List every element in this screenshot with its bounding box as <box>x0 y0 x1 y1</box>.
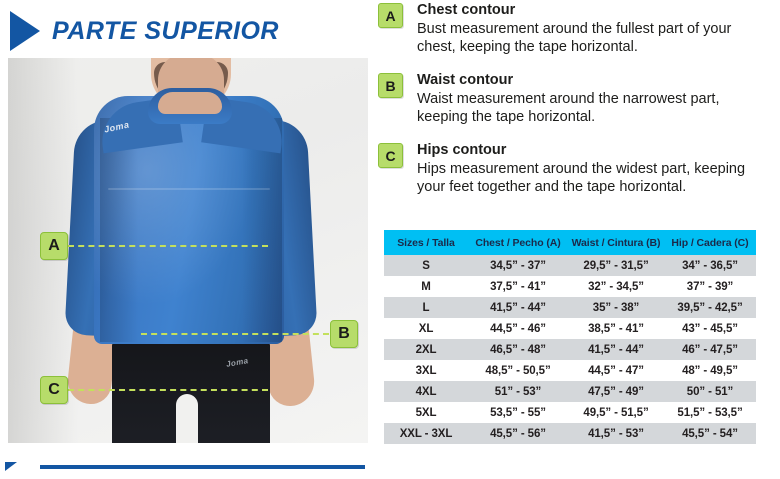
cell-chest: 51” - 53” <box>468 381 568 402</box>
cell-hip: 37” - 39” <box>664 276 756 297</box>
contour-item-waist: B Waist contour Waist measurement around… <box>378 72 774 126</box>
column-header-waist: Waist / Cintura (B) <box>568 230 664 255</box>
cell-chest: 37,5” - 41” <box>468 276 568 297</box>
shirt-shade-left <box>100 118 138 342</box>
section-title-bar: PARTE SUPERIOR <box>0 8 375 54</box>
contour-badge-b: B <box>378 73 403 98</box>
cell-chest: 45,5” - 56” <box>468 423 568 444</box>
table-row: 2XL 46,5” - 48” 41,5” - 44” 46” - 47,5” <box>384 339 756 360</box>
contour-text-waist: Waist contour Waist measurement around t… <box>417 72 774 126</box>
cell-hip: 50” - 51” <box>664 381 756 402</box>
table-row: M 37,5” - 41” 32” - 34,5” 37” - 39” <box>384 276 756 297</box>
cell-size: M <box>384 276 468 297</box>
model-photo: Joma Joma A B C <box>8 58 368 443</box>
upper-body-panel: PARTE SUPERIOR Joma Joma <box>0 0 375 479</box>
cell-size: 5XL <box>384 402 468 423</box>
model-legs-gap <box>176 394 198 443</box>
cell-hip: 34” - 36,5” <box>664 255 756 276</box>
contour-badge-c: C <box>378 143 403 168</box>
waist-marker: B <box>330 320 358 348</box>
hips-measure-line <box>68 389 268 391</box>
contour-description-hips: Hips measurement around the widest part,… <box>417 161 746 196</box>
cell-size: 2XL <box>384 339 468 360</box>
footer-triangle-icon <box>5 462 17 471</box>
cell-waist: 41,5” - 44” <box>568 339 664 360</box>
column-header-hip: Hip / Cadera (C) <box>664 230 756 255</box>
table-row: 3XL 48,5” - 50,5” 44,5” - 47” 48” - 49,5” <box>384 360 756 381</box>
cell-hip: 46” - 47,5” <box>664 339 756 360</box>
cell-chest: 44,5” - 46” <box>468 318 568 339</box>
cell-size: XL <box>384 318 468 339</box>
cell-size: S <box>384 255 468 276</box>
chest-measure-line <box>68 245 268 247</box>
contour-title-chest: Chest contour <box>417 2 516 18</box>
cell-size: 3XL <box>384 360 468 381</box>
shirt-shade-right <box>242 118 282 342</box>
size-table-body: S 34,5” - 37” 29,5” - 31,5” 34” - 36,5” M 37,… <box>384 255 756 444</box>
contour-text-chest: Chest contour Bust measurement around th… <box>417 2 774 56</box>
cell-chest: 46,5” - 48” <box>468 339 568 360</box>
table-row: 5XL 53,5” - 55” 49,5” - 51,5” 51,5” - 53,5” <box>384 402 756 423</box>
cell-hip: 39,5” - 42,5” <box>664 297 756 318</box>
cell-chest: 48,5” - 50,5” <box>468 360 568 381</box>
cell-chest: 34,5” - 37” <box>468 255 568 276</box>
cell-waist: 35” - 38” <box>568 297 664 318</box>
contour-text-hips: Hips contour Hips measurement around the… <box>417 142 774 196</box>
cell-chest: 53,5” - 55” <box>468 402 568 423</box>
instructions-panel: A Chest contour Bust measurement around … <box>378 0 780 479</box>
contour-title-hips: Hips contour <box>417 142 507 158</box>
cell-waist: 44,5” - 47” <box>568 360 664 381</box>
cell-waist: 49,5” - 51,5” <box>568 402 664 423</box>
hips-marker: C <box>40 376 68 404</box>
cell-waist: 41,5” - 53” <box>568 423 664 444</box>
cell-waist: 47,5” - 49” <box>568 381 664 402</box>
cell-size: XXL - 3XL <box>384 423 468 444</box>
footer-divider <box>40 465 365 469</box>
contour-description-chest: Bust measurement around the fullest part… <box>417 21 732 56</box>
table-header-row: Sizes / Talla Chest / Pecho (A) Waist / … <box>384 230 756 255</box>
table-row: XL 44,5” - 46” 38,5” - 41” 43” - 45,5” <box>384 318 756 339</box>
cell-waist: 32” - 34,5” <box>568 276 664 297</box>
contour-item-chest: A Chest contour Bust measurement around … <box>378 2 774 56</box>
table-row: S 34,5” - 37” 29,5” - 31,5” 34” - 36,5” <box>384 255 756 276</box>
contour-badge-a: A <box>378 3 403 28</box>
cell-hip: 48” - 49,5” <box>664 360 756 381</box>
table-row: XXL - 3XL 45,5” - 56” 41,5” - 53” 45,5” - 5… <box>384 423 756 444</box>
cell-hip: 45,5” - 54” <box>664 423 756 444</box>
cell-chest: 41,5” - 44” <box>468 297 568 318</box>
table-row: L 41,5” - 44” 35” - 38” 39,5” - 42,5” <box>384 297 756 318</box>
page-title: PARTE SUPERIOR <box>52 16 279 45</box>
column-header-chest: Chest / Pecho (A) <box>468 230 568 255</box>
table-row: 4XL 51” - 53” 47,5” - 49” 50” - 51” <box>384 381 756 402</box>
contour-title-waist: Waist contour <box>417 72 514 88</box>
column-header-size: Sizes / Talla <box>384 230 468 255</box>
cell-size: 4XL <box>384 381 468 402</box>
shirt-collar-opening <box>158 92 222 114</box>
shirt-chest-seam <box>108 188 270 190</box>
contour-item-hips: C Hips contour Hips measurement around t… <box>378 142 774 196</box>
contour-description-waist: Waist measurement around the narrowest p… <box>417 91 720 126</box>
cell-waist: 38,5” - 41” <box>568 318 664 339</box>
size-table: Sizes / Talla Chest / Pecho (A) Waist / … <box>384 230 756 444</box>
chest-marker: A <box>40 232 68 260</box>
cell-hip: 51,5” - 53,5” <box>664 402 756 423</box>
cell-size: L <box>384 297 468 318</box>
cell-hip: 43” - 45,5” <box>664 318 756 339</box>
waist-measure-line <box>141 333 329 335</box>
cell-waist: 29,5” - 31,5” <box>568 255 664 276</box>
triangle-right-icon <box>10 11 40 51</box>
